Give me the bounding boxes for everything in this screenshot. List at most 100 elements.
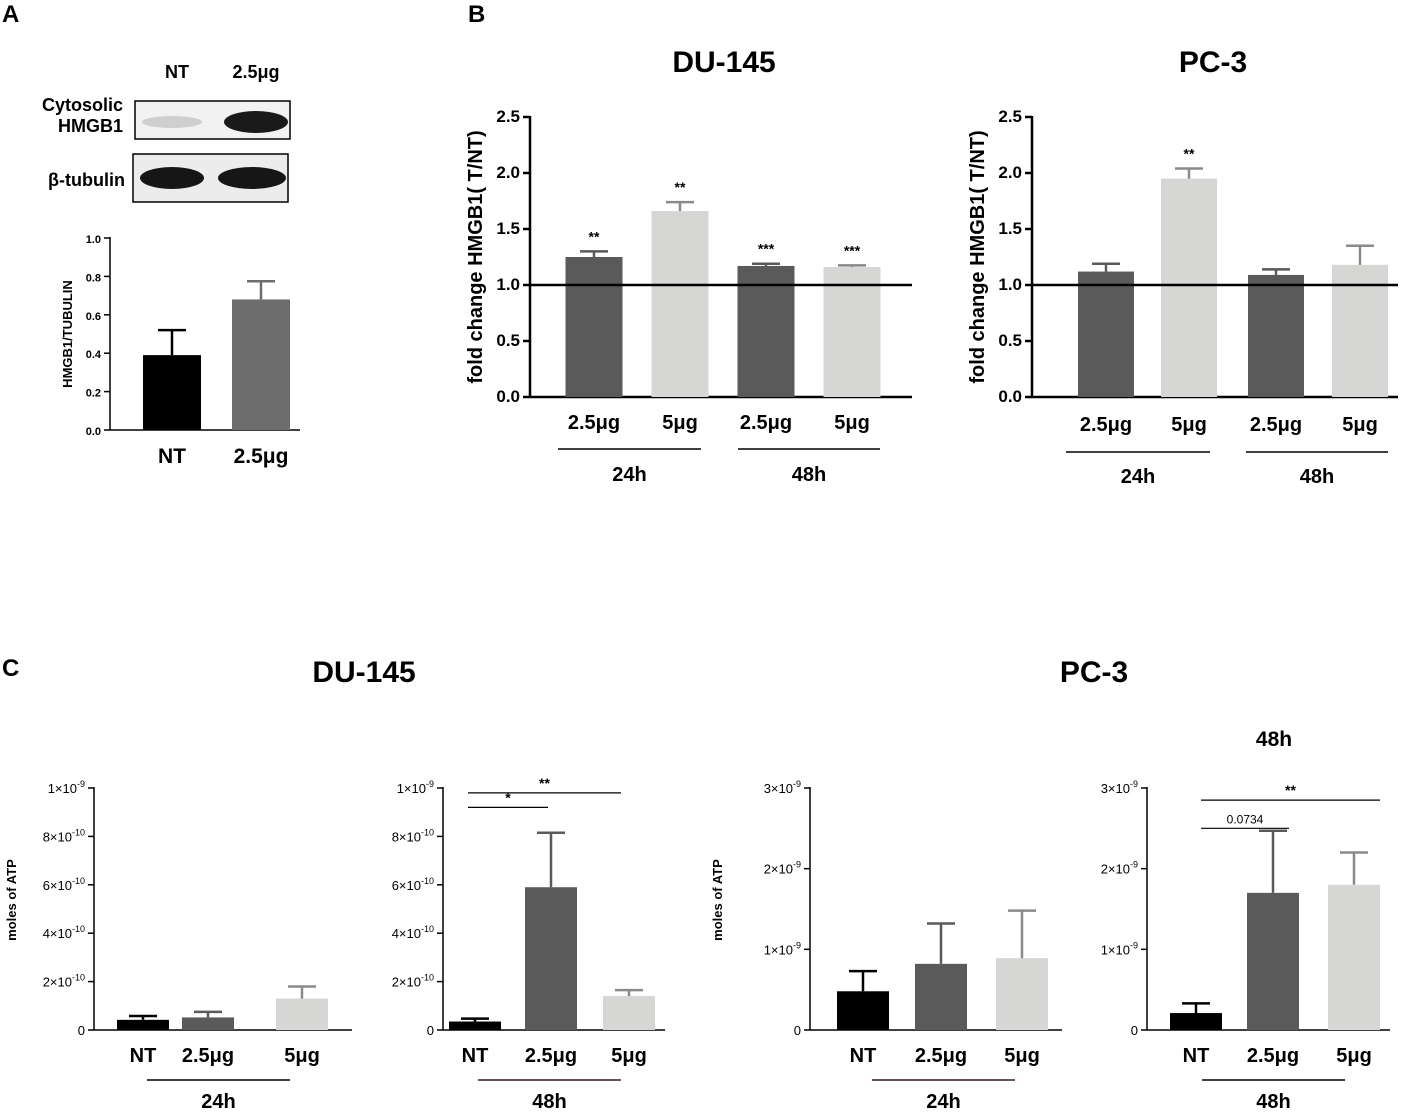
category-label-2: 5μg	[1004, 1045, 1040, 1067]
significance-label-0: **	[589, 228, 600, 244]
y-tick-label: 2×10-9	[764, 860, 801, 877]
y-tick-label: 8×10-10	[392, 827, 434, 844]
bar-1	[232, 299, 290, 430]
y-axis-label: fold change HMGB1( T/NT)	[465, 130, 487, 383]
bar-2	[996, 958, 1048, 1030]
category-label-0: NT	[158, 445, 186, 468]
chart-b-pc3: PC-3 fold change HMGB1( T/NT) 0.0 0.5 1.0 1.5…	[967, 46, 1398, 488]
y-tick-label: 0.2	[86, 388, 101, 400]
category-label-1: 2.5μg	[182, 1045, 234, 1067]
y-tick-label: 0.8	[86, 272, 101, 284]
panel-c-title-du145: DU-145	[312, 656, 415, 689]
y-tick-label: 1.0	[86, 234, 101, 246]
y-tick-label: 1.5	[998, 219, 1022, 238]
significance-label-3: ***	[844, 242, 861, 258]
y-tick-label: 3×10-9	[1101, 779, 1138, 796]
bar-0	[449, 1021, 501, 1030]
y-tick-label: 2.5	[998, 107, 1022, 126]
bar-0	[143, 355, 201, 430]
y-tick-label: 1×10-9	[397, 779, 434, 796]
category-label-1: 2.5μg	[915, 1045, 967, 1067]
western-blot: NT 2.5μg Cytosolic HMGB1 β-tubulin	[42, 62, 291, 203]
group-label-0: 24h	[926, 1091, 960, 1112]
y-tick-label: 0	[794, 1023, 801, 1038]
chart-hmgb1-tubulin: HMGB1/TUBULIN 0.0 0.2 0.4 0.6 0.8 1.0 NT 2.5μg	[60, 234, 300, 468]
bar-2	[737, 265, 795, 397]
blot-band-tubulin-2.5ug	[218, 167, 286, 189]
group-label-0: 48h	[532, 1091, 566, 1112]
y-axis-label: HMGB1/TUBULIN	[60, 280, 75, 388]
blot-band-hmgb1-2.5ug	[224, 111, 288, 133]
bar-1	[1247, 892, 1299, 1030]
chart-title: PC-3	[1179, 46, 1247, 79]
bar-2	[1248, 274, 1304, 397]
category-label-2: 5μg	[1336, 1045, 1372, 1067]
y-tick-label: 0.6	[86, 311, 101, 323]
bar-3	[823, 267, 881, 397]
category-label-0: NT	[1183, 1045, 1210, 1067]
y-tick-label: 8×10-10	[43, 827, 85, 844]
y-tick-label: 0	[427, 1023, 434, 1038]
category-label-2: 5μg	[284, 1045, 320, 1067]
blot-row-label-tubulin: β-tubulin	[48, 170, 125, 190]
group-label-0: 24h	[1121, 466, 1155, 488]
chart-c-pc3-48h: 48h 0 1×10-9 2×10-9 3×10-9 NT 2.5μg 5μg 48h 0.073…	[1101, 728, 1390, 1112]
chart-c-du145-24h: moles of ATP 0 2×10-10 4×10-10 6×10-10 8×10-1…	[4, 779, 352, 1112]
y-tick-label: 2×10-10	[43, 973, 85, 990]
bar-0	[117, 1019, 169, 1030]
bracket-label-1: **	[1285, 782, 1296, 798]
bracket-label-0: 0.0734	[1227, 812, 1264, 826]
y-tick-label: 4×10-10	[392, 924, 434, 941]
bar-1	[915, 963, 967, 1030]
blot-band-tubulin-nt	[140, 167, 204, 189]
chart-title: 48h	[1256, 728, 1292, 751]
bar-1	[651, 211, 709, 397]
group-label-1: 48h	[792, 464, 826, 486]
bar-1	[525, 887, 577, 1030]
group-label-0: 24h	[612, 464, 646, 486]
bar-2	[1328, 884, 1380, 1030]
y-tick-label: 6×10-10	[43, 876, 85, 893]
y-tick-label: 1×10-9	[48, 779, 85, 796]
significance-label-2: ***	[758, 241, 775, 257]
panel-letter-a: A	[2, 1, 19, 28]
category-label-1: 5μg	[662, 412, 698, 434]
bar-0	[1170, 1013, 1222, 1030]
bar-2	[603, 996, 655, 1030]
y-tick-label: 2.0	[998, 163, 1022, 182]
blot-band-hmgb1-nt	[142, 116, 202, 128]
blot-row-label-hmgb1-line1: Cytosolic	[42, 95, 123, 115]
chart-c-du145-48h: 0 2×10-10 4×10-10 6×10-10 8×10-10 1×10-9 NT 2.5…	[392, 775, 665, 1112]
panel-letter-c: C	[2, 655, 19, 682]
bracket-label-0: *	[505, 789, 511, 805]
bar-0	[1078, 271, 1134, 397]
category-label-3: 5μg	[1342, 414, 1378, 436]
y-tick-label: 2×10-10	[392, 973, 434, 990]
bar-3	[1332, 264, 1388, 397]
category-label-0: NT	[850, 1045, 877, 1067]
y-tick-label: 0	[1131, 1023, 1138, 1038]
y-tick-label: 1.0	[496, 275, 520, 294]
chart-b-du145: DU-145 fold change HMGB1( T/NT) 0.0 0.5 1.0 1…	[465, 46, 912, 486]
y-tick-label: 0.0	[86, 426, 101, 438]
category-label-2: 2.5μg	[740, 412, 792, 434]
category-label-1: 2.5μg	[525, 1045, 577, 1067]
panel-c-title-pc3: PC-3	[1060, 656, 1128, 689]
y-axis-label: moles of ATP	[710, 859, 725, 941]
bar-1	[182, 1017, 234, 1030]
bar-2	[276, 998, 328, 1030]
y-tick-label: 0.0	[496, 387, 520, 406]
y-tick-label: 0.5	[998, 331, 1022, 350]
y-tick-label: 2.5	[496, 107, 520, 126]
bar-1	[1161, 178, 1217, 397]
chart-title: DU-145	[672, 46, 775, 79]
chart-c-pc3-24h: moles of ATP 0 1×10-9 2×10-9 3×10-9 NT 2.5μg 5μ…	[710, 779, 1062, 1112]
category-label-1: 2.5μg	[1247, 1045, 1299, 1067]
group-label-0: 24h	[201, 1091, 235, 1112]
y-tick-label: 6×10-10	[392, 876, 434, 893]
y-tick-label: 1.5	[496, 219, 520, 238]
category-label-0: NT	[462, 1045, 489, 1067]
y-tick-label: 1×10-9	[764, 940, 801, 957]
y-tick-label: 0.4	[86, 349, 102, 361]
